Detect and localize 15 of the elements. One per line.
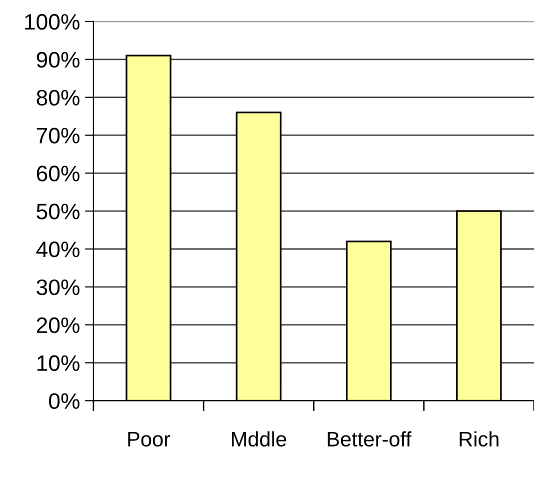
y-tick-label: 40% — [36, 242, 80, 258]
y-tick-label: 10% — [37, 355, 80, 372]
y-tick-label: 50% — [36, 204, 80, 220]
y-tick-label: 0% — [49, 393, 80, 409]
y-tick-label: 30% — [36, 279, 80, 296]
y-tick-label: 70% — [36, 128, 80, 144]
x-tick-label: Poor — [128, 432, 170, 447]
x-tick-label: Better-off — [328, 431, 412, 447]
y-tick-label: 20% — [36, 317, 80, 334]
y-tick-label: 90% — [36, 52, 80, 68]
y-tick-label: 100% — [25, 14, 80, 30]
x-tick-label: Rich — [460, 431, 498, 447]
y-tick-label: 80% — [36, 90, 80, 106]
y-tick-label: 60% — [36, 166, 80, 182]
x-tick-label: Mddle — [232, 431, 286, 447]
